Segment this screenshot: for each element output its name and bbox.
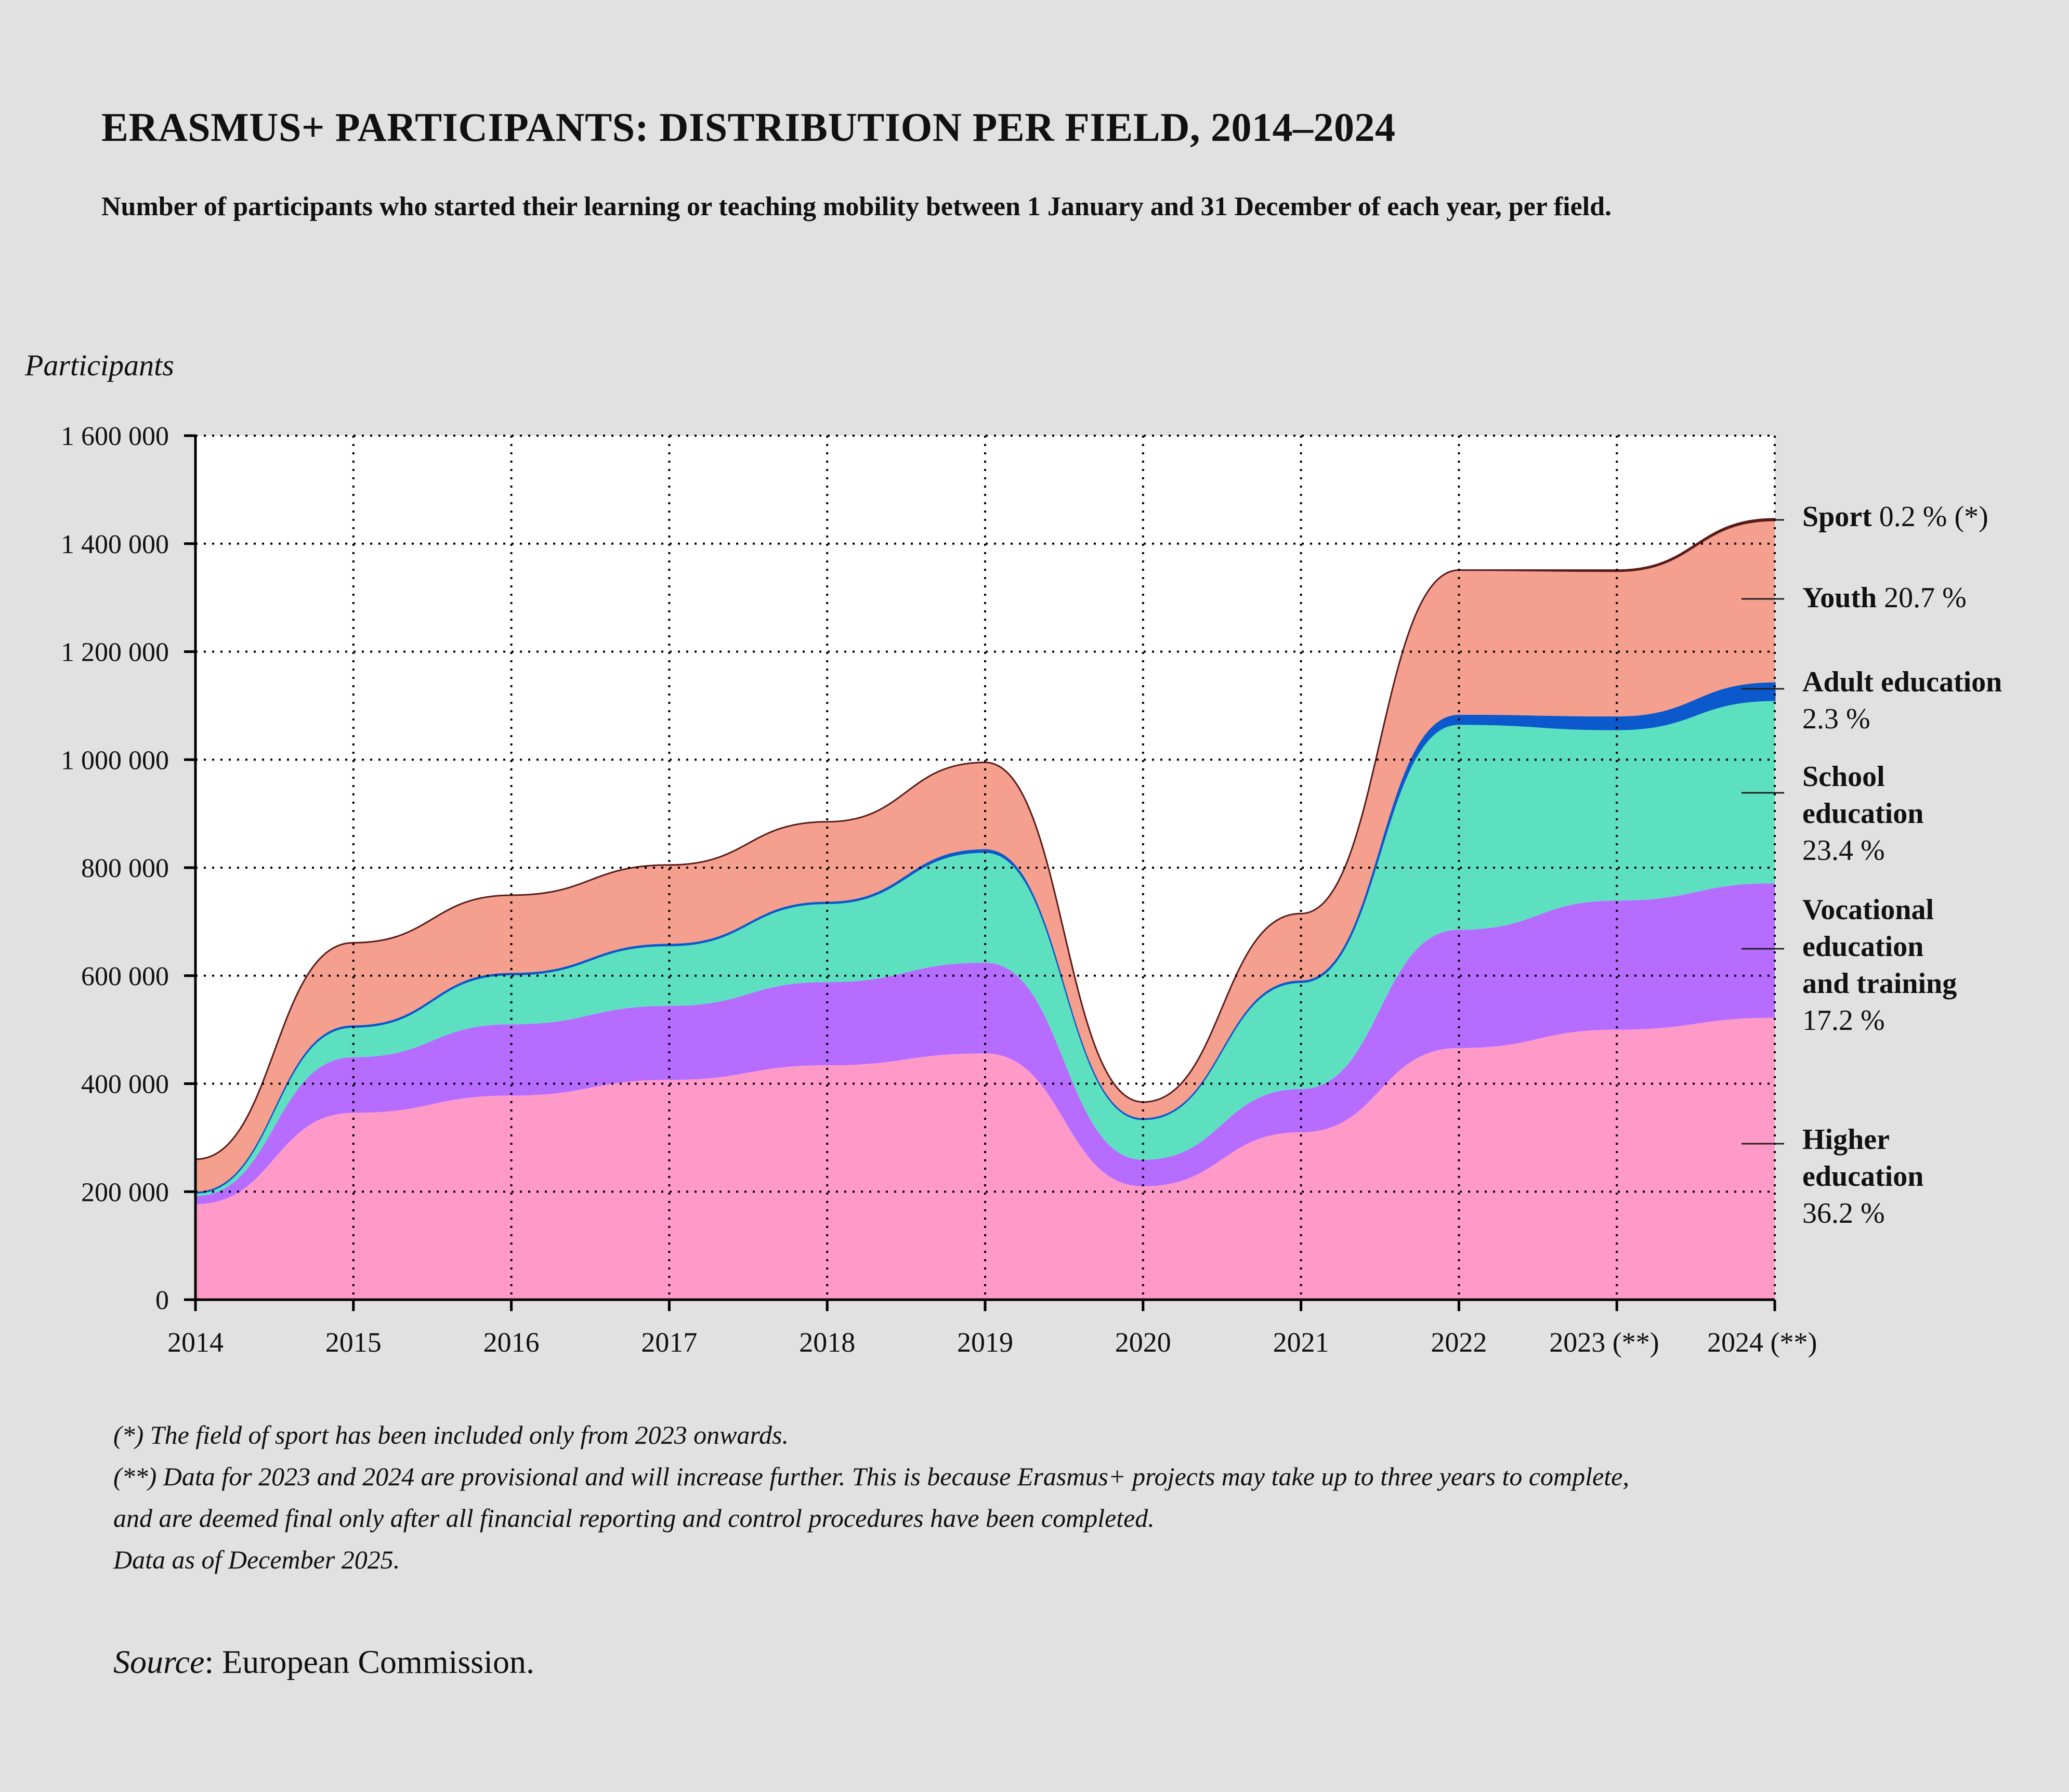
series-label-youth: Youth 20.7 % [1802,582,1967,614]
series-share: 23.4 % [1802,834,1885,867]
series-label-higher-education: Higher education 36.2 % [1802,1123,1923,1229]
area-youth [195,520,1775,1192]
y-tick-label: 400 000 [81,1070,169,1100]
area-adult-education [194,682,1776,1194]
chart-title: ERASMUS+ PARTICIPANTS: DISTRIBUTION PER … [101,104,1396,150]
y-tick-label: 1 000 000 [61,745,169,775]
series-label-sport: Sport 0.2 % (*) [1802,501,1988,533]
y-tick-label: 1 200 000 [61,638,169,668]
y-tick-label: 0 [155,1286,169,1315]
x-tick-label: 2017 [641,1327,697,1358]
x-tick-label: 2022 [1431,1327,1487,1358]
series-share: 17.2 % [1802,1004,1885,1037]
area-school-education [195,700,1775,1196]
series-name: Higher [1802,1123,1890,1156]
series-name: and training [1802,967,1957,1000]
footnotes: (*) The field of sport has been included… [113,1414,1629,1580]
series-name: Sport [1802,501,1872,533]
x-tick-label: 2014 [167,1327,224,1358]
x-tick-label: 2015 [325,1327,382,1358]
series-name: education [1802,931,1923,963]
x-tick-label: 2021 [1273,1327,1329,1358]
x-tick-label: 2023 (**) [1549,1327,1659,1358]
footnote-sport: (*) The field of sport has been included… [113,1420,789,1449]
footnote-data-date: Data as of December 2025. [113,1545,400,1574]
series-label-school-education: School education 23.4 % [1802,761,1923,867]
source-text: : European Commission. [204,1643,534,1680]
series-name: Vocational [1802,894,1934,926]
y-tick-label: 1 400 000 [61,530,169,559]
y-tick-label: 800 000 [81,854,169,883]
series-share: 20.7 % [1877,582,1967,614]
chart-subtitle: Number of participants who started their… [101,192,1612,221]
y-tick-label: 600 000 [81,962,169,991]
series-name: Adult education [1802,666,2002,698]
area-higher-education [195,1017,1775,1300]
series-share: 0.2 % (*) [1872,501,1988,533]
x-tick-label: 2020 [1115,1327,1171,1358]
series-name: education [1802,797,1923,830]
source: Source: European Commission. [113,1643,534,1681]
series-name: Youth [1802,582,1877,614]
series-label-vocational-education-and-training: Vocational education and training 17.2 % [1802,894,1957,1037]
x-tick-label: 2019 [957,1327,1013,1358]
x-tick-label: 2018 [799,1327,855,1358]
series-share: 36.2 % [1802,1197,1885,1229]
series-name: education [1802,1160,1923,1193]
footnote-provisional: (**) Data for 2023 and 2024 are provisio… [113,1462,1629,1491]
x-tick-label: 2016 [483,1327,540,1358]
y-tick-label: 200 000 [81,1178,169,1207]
y-tick-label: 1 600 000 [61,422,169,451]
source-label: Source [113,1643,205,1680]
series-name: School [1802,761,1885,793]
series-label-adult-education: Adult education 2.3 % [1802,666,2002,735]
x-tick-label: 2024 (**) [1707,1327,1817,1358]
series-share: 2.3 % [1802,703,1870,735]
y-axis-label: Participants [24,348,174,382]
footnote-provisional-cont: and are deemed final only after all fina… [113,1503,1155,1533]
